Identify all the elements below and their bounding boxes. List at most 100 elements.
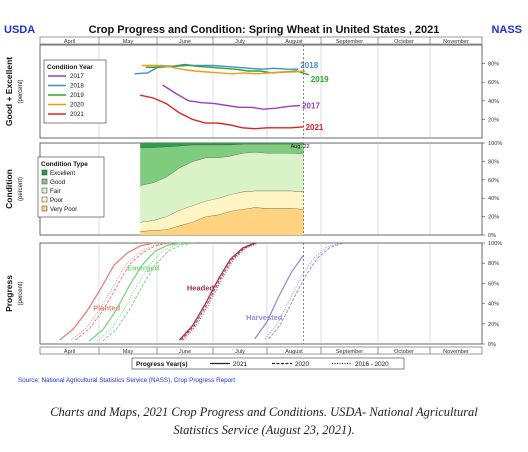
legend-swatch (41, 205, 48, 212)
y-tick-label: 60% (488, 80, 499, 86)
caption-line: Charts and Maps, 2021 Crop Progress and … (50, 405, 478, 419)
legend-entry: 2017 (70, 73, 84, 80)
y-tick-label: 100% (488, 141, 502, 147)
y-tick-label: 60% (488, 281, 499, 287)
y-tick-label: 0% (488, 233, 496, 239)
area-band-good (140, 143, 304, 186)
legend-entry: 2021 (233, 361, 248, 368)
panel-frame (39, 44, 483, 139)
series-line-2021 (140, 94, 304, 130)
legend-entry: 2016 - 2020 (355, 361, 389, 368)
series-line-2017 (162, 84, 301, 110)
legend-box (131, 357, 405, 370)
legend-swatch (41, 169, 48, 176)
month-label: November (443, 349, 469, 355)
caption-line: Statistics Service (August 23, 2021). (173, 423, 355, 437)
series-end-label: 2017 (302, 101, 320, 110)
series-line-2020 (142, 64, 306, 75)
y-tick-label: 20% (488, 215, 499, 221)
legend-swatch (41, 196, 48, 203)
condition-panel: Condition (percent) 0% 20% 40% 60% 80% 100% Aug.… (4, 141, 502, 239)
legend-entry: Very Poor (50, 206, 77, 213)
legend-swatch (41, 178, 48, 185)
month-label: April (64, 39, 75, 45)
panel-ylabel-unit: (percent) (18, 177, 24, 201)
month-strip (39, 36, 483, 45)
legend-title: Condition Year (47, 64, 93, 71)
month-label: October (394, 349, 414, 355)
progress-line-2020 (268, 242, 344, 340)
progress-panel: Progress (percent) 0% 20% 40% 60% 80% 100% Plant… (4, 241, 502, 348)
stage-label: Emerged (127, 263, 160, 272)
month-label: October (394, 39, 414, 45)
progress-line-2020 (75, 242, 169, 341)
y-tick-label: 40% (488, 99, 499, 105)
current-week-label: Aug. 22 (291, 144, 310, 150)
month-label: June (179, 39, 191, 45)
good-excellent-panel: Good + Excellent (percent) 20% 40% 60% 80% 201… (4, 44, 499, 139)
legend-entry: 2019 (70, 92, 84, 99)
panel-frame (39, 242, 483, 345)
y-tick-label: 100% (488, 241, 502, 247)
month-label: July (235, 349, 245, 355)
y-tick-label: 20% (488, 117, 499, 123)
month-label: August (285, 349, 303, 355)
month-label: May (123, 39, 134, 45)
legend-entry: Fair (50, 188, 61, 195)
month-label: September (336, 349, 363, 355)
month-label: November (443, 39, 469, 45)
area-band-fair (140, 152, 304, 223)
month-strip (39, 346, 483, 355)
panel-ylabel: Good + Excellent (4, 57, 14, 126)
y-tick-label: 0% (488, 342, 496, 348)
progress-line-2020 (102, 242, 195, 342)
series-end-label: 2021 (306, 123, 324, 132)
progress-line-avg (264, 242, 341, 340)
bottom-month-axis: April May June July August September October No… (39, 346, 483, 355)
panel-ylabel-unit: (percent) (18, 281, 24, 305)
legend-entry: Good (50, 179, 66, 186)
y-tick-label: 20% (488, 322, 499, 328)
legend-swatch (41, 187, 48, 194)
panel-ylabel-unit: (percent) (18, 79, 24, 103)
y-tick-label: 80% (488, 62, 499, 68)
legend-entry: Excellent (50, 170, 75, 177)
month-label: July (235, 39, 245, 45)
progress-line-2021 (178, 242, 256, 341)
panel-ylabel: Progress (4, 275, 14, 312)
legend-entry: Poor (50, 197, 63, 204)
y-tick-label: 60% (488, 178, 499, 184)
progress-line-2021 (88, 242, 182, 342)
legend-box (43, 59, 107, 124)
figure-caption: Charts and Maps, 2021 Crop Progress and … (0, 403, 528, 439)
progress-line-2021 (254, 254, 305, 340)
month-label: May (123, 349, 134, 355)
legend-box (37, 156, 105, 218)
area-band-excellent (140, 143, 304, 148)
month-label: September (336, 39, 363, 45)
source-note: Source: National Agricultural Statistics… (18, 377, 235, 384)
legend-entry: 2021 (70, 111, 84, 118)
series-end-label: 2019 (311, 75, 329, 84)
progress-line-2020 (180, 242, 257, 341)
panel-ylabel: Condition (4, 169, 14, 209)
nass-label: NASS (491, 24, 522, 36)
crop-progress-figure: USDA Crop Progress and Condition: Spring… (4, 24, 522, 384)
progress-line-avg (96, 242, 189, 342)
legend-entry: 2018 (70, 83, 84, 90)
legend-entry: 2020 (70, 102, 84, 109)
chart-title: Crop Progress and Condition: Spring Whea… (89, 24, 440, 36)
progress-line-avg (71, 242, 165, 341)
progress-years-legend: Progress Year(s) 2021 2020 2016 - 2020 (131, 357, 405, 370)
series-end-label: 2018 (300, 61, 318, 70)
stage-label: Planted (93, 304, 121, 313)
month-label: June (179, 349, 191, 355)
legend-title: Condition Type (41, 161, 88, 168)
month-label: August (285, 39, 303, 45)
y-tick-label: 80% (488, 261, 499, 267)
y-tick-label: 40% (488, 196, 499, 202)
stage-label: Harvested (246, 313, 283, 322)
stage-label: Headed (187, 283, 215, 292)
area-band-poor (140, 190, 304, 232)
progress-line-2021 (59, 242, 154, 341)
